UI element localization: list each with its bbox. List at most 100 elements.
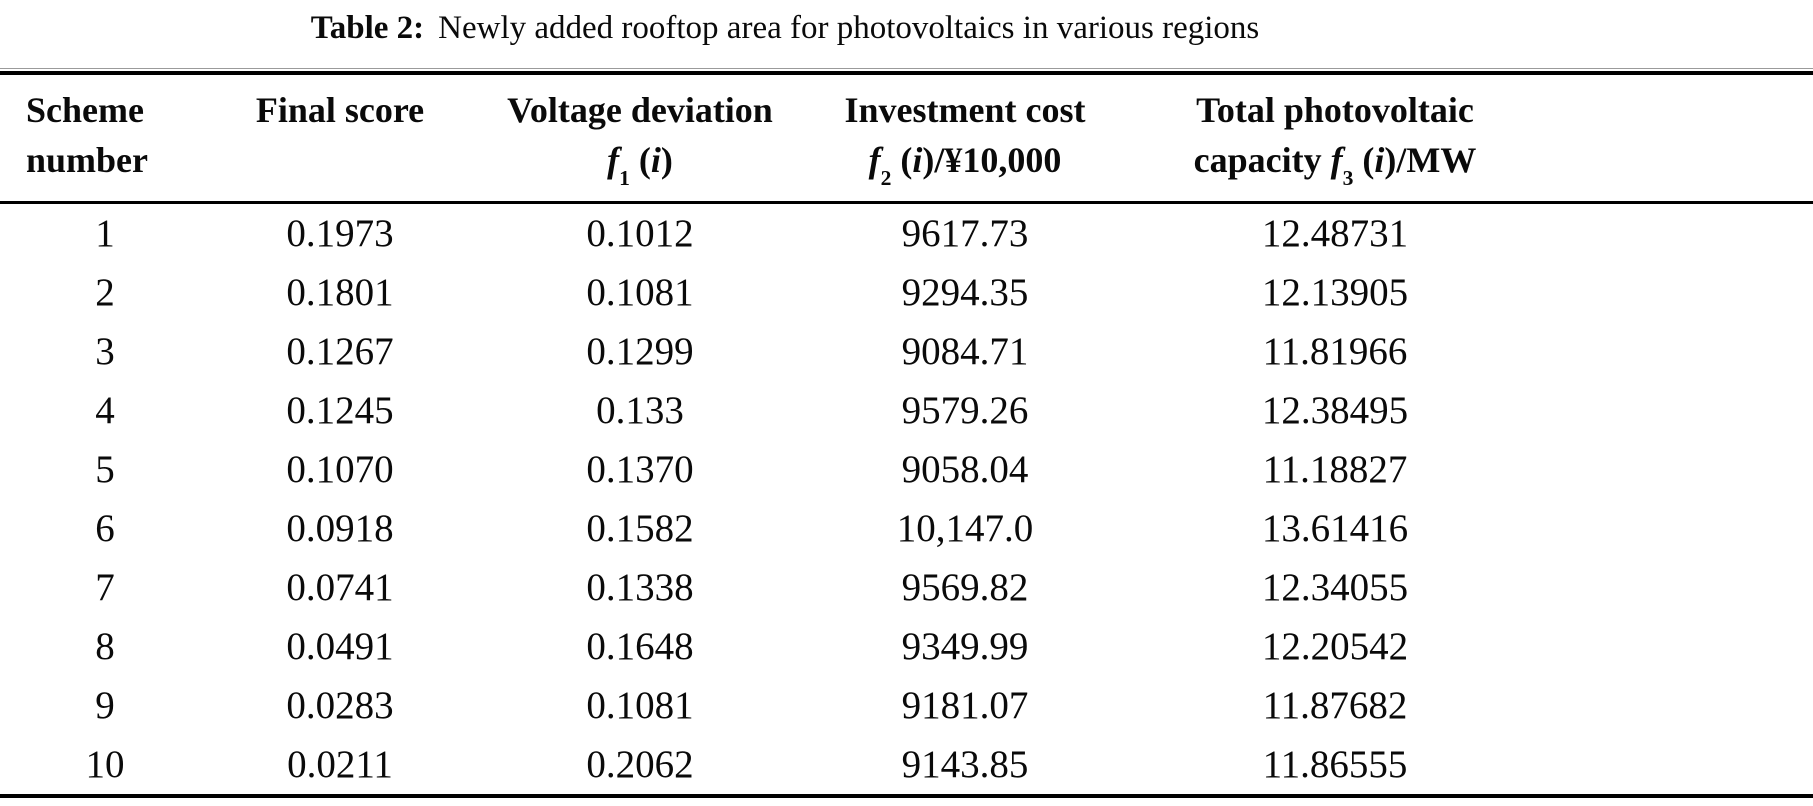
table-caption-text: Newly added rooftop area for photovoltai…	[438, 10, 1260, 46]
column-header-final-score: Final score	[210, 73, 470, 204]
cell-investment-cost: 9058.04	[901, 448, 1029, 491]
cell-investment-cost: 9617.73	[901, 212, 1029, 255]
math-text: (	[891, 140, 913, 180]
math-text: capacity	[1193, 140, 1331, 180]
math-text: 3	[1342, 165, 1354, 190]
cell-investment-cost: 9569.82	[901, 566, 1029, 609]
cell-final-score: 0.0918	[286, 507, 394, 550]
table-row: 8 0.0491 0.1648 9349.99 12.20542	[0, 617, 1813, 676]
math-text: 1	[619, 165, 630, 190]
column-header-scheme: Scheme number	[0, 73, 210, 204]
cell-investment-cost: 9579.26	[901, 389, 1029, 432]
math-text: i	[650, 140, 661, 180]
table-caption: Table 2: Newly added rooftop area for pho…	[0, 0, 1570, 50]
cell-voltage-deviation: 0.1582	[586, 507, 694, 550]
header-line1: Scheme	[26, 90, 144, 130]
cell-investment-cost: 9143.85	[901, 743, 1029, 786]
spacer-cell	[1550, 381, 1813, 440]
spacer-cell	[1550, 203, 1813, 264]
column-header-investment-cost: Investment cost f2 (i)/¥10,000	[810, 73, 1120, 204]
spacer-cell	[1550, 73, 1813, 204]
math-text: i	[1374, 140, 1385, 180]
header-line2	[210, 135, 470, 185]
data-table: Scheme number Final score Voltage deviation…	[0, 71, 1813, 798]
header-line2: f2 (i)/¥10,000	[810, 135, 1120, 189]
cell-scheme: 3	[95, 330, 115, 373]
table-row: 10 0.0211 0.2062 9143.85 11.86555	[0, 735, 1813, 796]
cell-pv-capacity: 11.81966	[1262, 330, 1408, 373]
table-body: 1 0.1973 0.1012 9617.73 12.48731 2 0.1801 0.108…	[0, 203, 1813, 797]
cell-voltage-deviation: 0.1338	[586, 566, 694, 609]
cell-voltage-deviation: 0.1081	[586, 271, 694, 314]
cell-final-score: 0.0741	[286, 566, 394, 609]
spacer-cell	[1550, 440, 1813, 499]
cell-scheme: 4	[95, 389, 115, 432]
math-text: )	[660, 140, 673, 180]
cell-voltage-deviation: 0.1081	[586, 684, 694, 727]
table-header-row: Scheme number Final score Voltage deviation…	[0, 73, 1813, 204]
cell-pv-capacity: 11.87682	[1262, 684, 1408, 727]
cell-pv-capacity: 13.61416	[1261, 507, 1409, 550]
cell-final-score: 0.0491	[286, 625, 394, 668]
table-row: 7 0.0741 0.1338 9569.82 12.34055	[0, 558, 1813, 617]
column-header-voltage-deviation: Voltage deviation f1 (i)	[470, 73, 810, 204]
table-row: 9 0.0283 0.1081 9181.07 11.87682	[0, 676, 1813, 735]
math-text: )/MW	[1384, 140, 1477, 180]
cell-scheme: 7	[95, 566, 115, 609]
cell-pv-capacity: 12.48731	[1261, 212, 1409, 255]
cell-investment-cost: 9349.99	[901, 625, 1029, 668]
table-row: 4 0.1245 0.133 9579.26 12.38495	[0, 381, 1813, 440]
header-line1: Investment cost	[844, 90, 1086, 130]
column-header-pv-capacity: Total photovoltaic capacity f3 (i)/MW	[1120, 73, 1550, 204]
cell-voltage-deviation: 0.1012	[586, 212, 694, 255]
cell-pv-capacity: 12.20542	[1261, 625, 1409, 668]
math-text: f	[607, 140, 620, 180]
spacer-cell	[1550, 617, 1813, 676]
cell-pv-capacity: 11.18827	[1262, 448, 1408, 491]
cell-scheme: 5	[95, 448, 115, 491]
table-row: 6 0.0918 0.1582 10,147.0 13.61416	[0, 499, 1813, 558]
math-text: f	[1330, 140, 1343, 180]
cell-scheme: 1	[95, 212, 115, 255]
cell-final-score: 0.0211	[287, 743, 393, 786]
cell-final-score: 0.0283	[286, 684, 394, 727]
header-line1: Total photovoltaic	[1196, 90, 1474, 130]
cell-pv-capacity: 12.38495	[1261, 389, 1409, 432]
math-text: number	[26, 140, 149, 180]
spacer-cell	[1550, 558, 1813, 617]
cell-final-score: 0.1973	[286, 212, 394, 255]
header-line2: number	[26, 135, 210, 185]
cell-final-score: 0.1801	[286, 271, 394, 314]
cell-investment-cost: 9294.35	[901, 271, 1029, 314]
cell-scheme: 8	[95, 625, 115, 668]
cell-investment-cost: 10,147.0	[896, 507, 1034, 550]
header-line1: Voltage deviation	[507, 90, 773, 130]
header-line2: f1 (i)	[470, 135, 810, 189]
math-text: i	[912, 140, 923, 180]
cell-pv-capacity: 11.86555	[1262, 743, 1408, 786]
math-text: f	[868, 140, 881, 180]
cell-pv-capacity: 12.34055	[1261, 566, 1409, 609]
math-text: )/¥10,000	[922, 140, 1062, 180]
table-row: 5 0.1070 0.1370 9058.04 11.18827	[0, 440, 1813, 499]
cell-pv-capacity: 12.13905	[1261, 271, 1409, 314]
cell-voltage-deviation: 0.1370	[586, 448, 694, 491]
cell-scheme: 10	[85, 743, 125, 786]
cell-voltage-deviation: 0.2062	[586, 743, 694, 786]
spacer-cell	[1550, 676, 1813, 735]
table-row: 3 0.1267 0.1299 9084.71 11.81966	[0, 322, 1813, 381]
cell-voltage-deviation: 0.1648	[586, 625, 694, 668]
spacer-cell	[1550, 322, 1813, 381]
spacer-cell	[1550, 499, 1813, 558]
table-row: 2 0.1801 0.1081 9294.35 12.13905	[0, 263, 1813, 322]
cell-scheme: 9	[95, 684, 115, 727]
math-text: (	[629, 140, 651, 180]
cell-voltage-deviation: 0.1299	[586, 330, 694, 373]
math-text: 2	[880, 165, 892, 190]
table-container: Scheme number Final score Voltage deviation…	[0, 68, 1813, 798]
table-header: Scheme number Final score Voltage deviation…	[0, 73, 1813, 204]
header-line1: Final score	[255, 90, 425, 130]
cell-final-score: 0.1070	[286, 448, 394, 491]
cell-final-score: 0.1267	[286, 330, 394, 373]
